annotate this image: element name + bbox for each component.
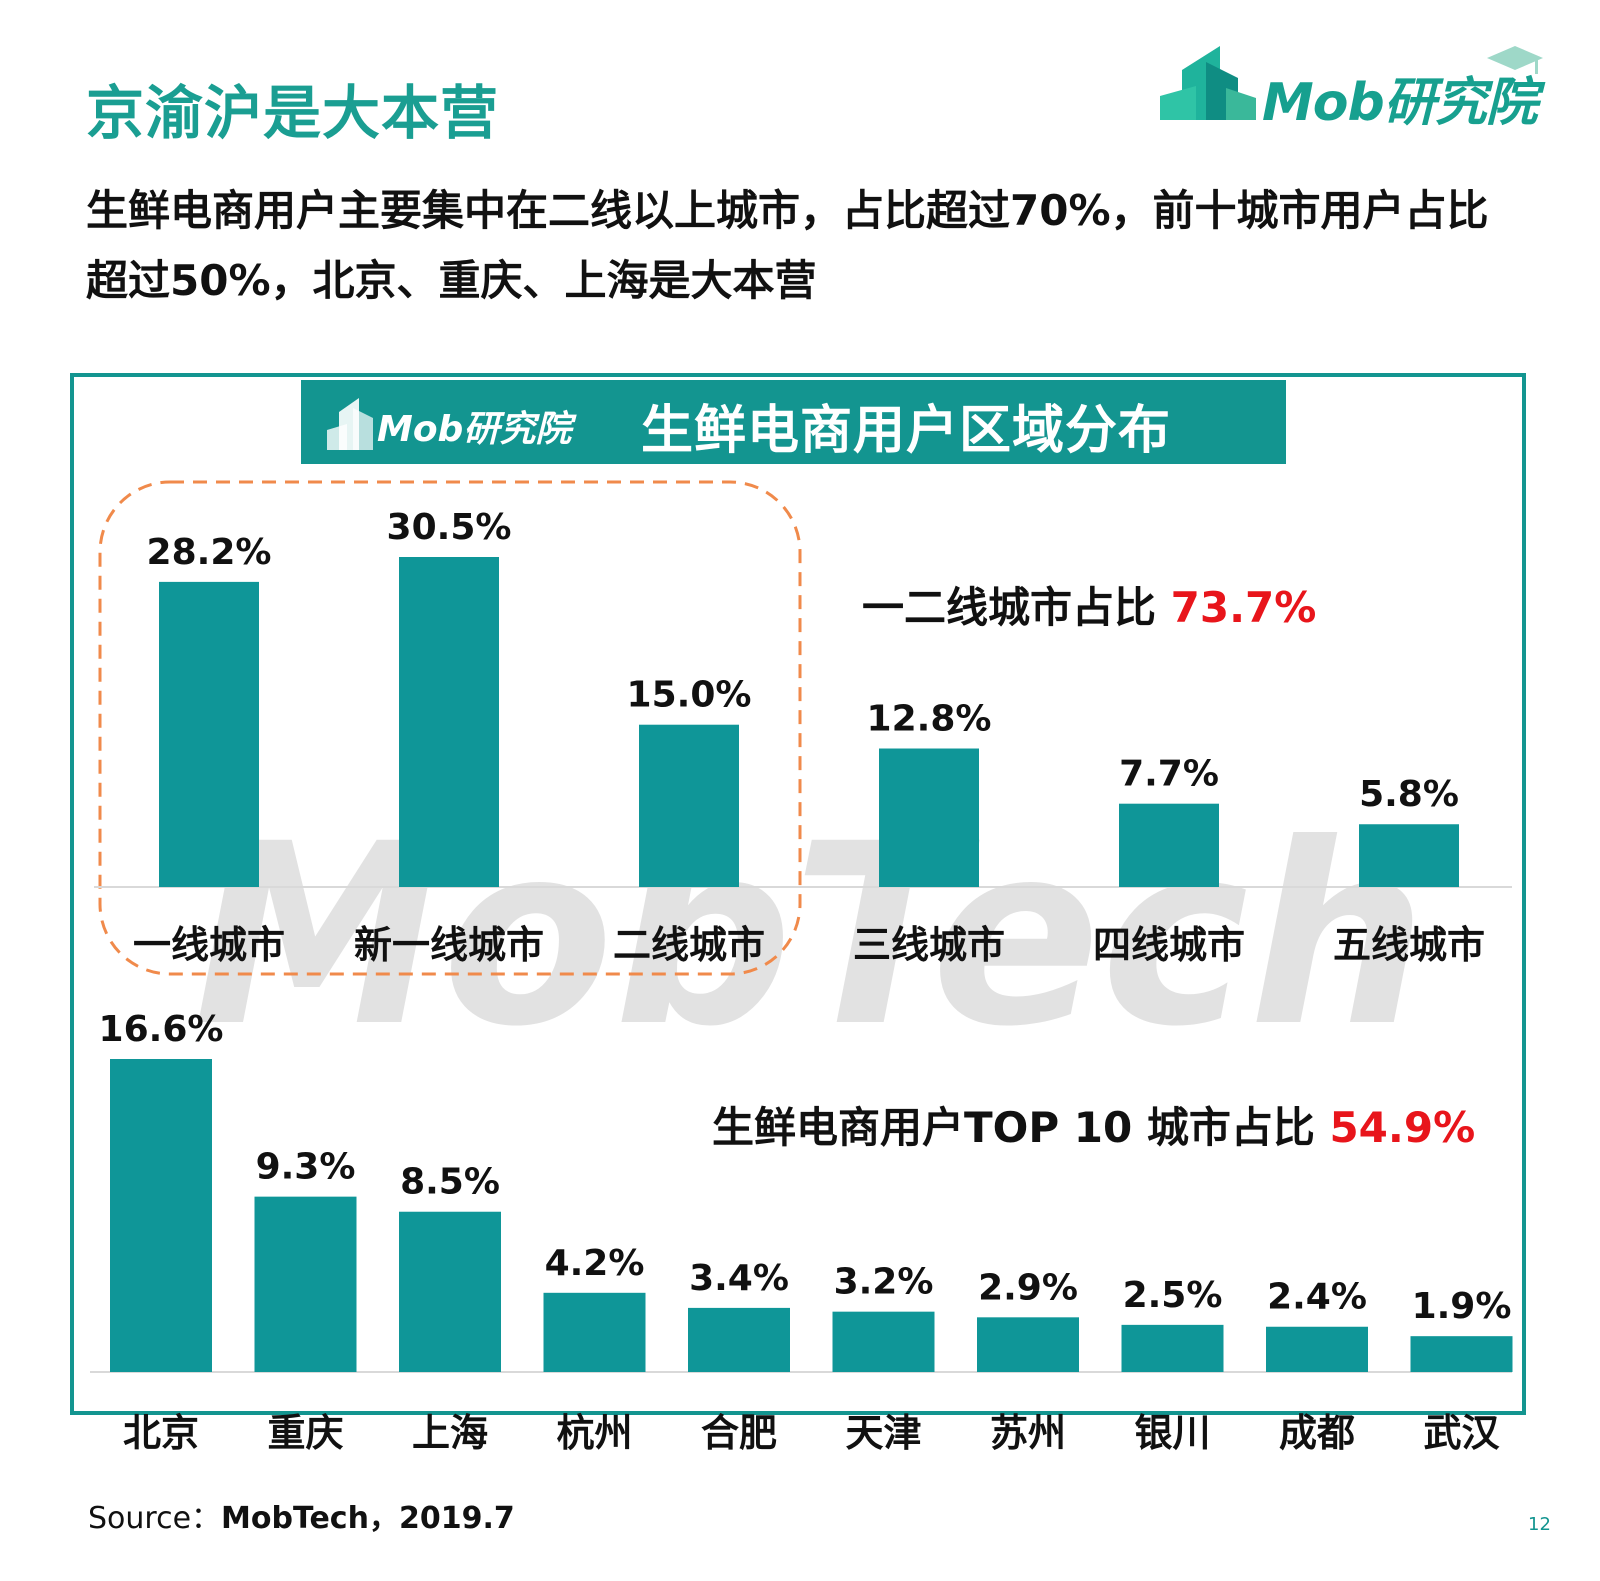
bar (399, 557, 499, 887)
bar-value-label: 2.4% (1267, 1277, 1367, 1318)
bar (254, 1196, 357, 1372)
bar-value-label: 8.5% (400, 1162, 500, 1203)
source-prefix: Source： (88, 1501, 222, 1536)
bar-value-label: 1.9% (1412, 1286, 1512, 1327)
bar-value-label: 4.2% (545, 1243, 645, 1284)
page-title: 京渝沪是大本营 (86, 79, 500, 147)
bar (688, 1307, 790, 1372)
category-label: 四线城市 (1093, 923, 1245, 967)
bar-value-label: 7.7% (1119, 754, 1219, 795)
category-label: 武汉 (1423, 1411, 1500, 1455)
subtitle: 生鲜电商用户主要集中在二线以上城市，占比超过70%，前十城市用户占比超过50%，… (86, 186, 1489, 305)
category-label: 成都 (1279, 1411, 1355, 1455)
bar (879, 748, 979, 887)
category-label: 上海 (412, 1411, 488, 1455)
tier-callout-label: 一二线城市占比 (862, 583, 1157, 632)
bar-value-label: 3.4% (689, 1258, 789, 1299)
mob-building-icon (1160, 46, 1256, 120)
bar-value-label: 2.9% (978, 1267, 1078, 1308)
category-label: 杭州 (556, 1411, 632, 1455)
category-label: 五线城市 (1333, 923, 1485, 967)
bar-value-label: 2.5% (1123, 1275, 1223, 1316)
bar-value-label: 5.8% (1359, 774, 1459, 815)
bar (1359, 824, 1459, 887)
category-label: 苏州 (990, 1411, 1066, 1455)
top10-callout-value: 54.9% (1329, 1103, 1476, 1152)
bar (977, 1317, 1079, 1372)
top10-callout: 生鲜电商用户TOP 10 城市占比 54.9% (712, 1094, 1475, 1155)
watermark: MobTech (193, 790, 1427, 1081)
city-bar-chart: 16.6% 北京 9.3% 重庆 8.5% 上海 4.2% 杭州 3.4% 合肥 3.2% 天津 2.9… (99, 1009, 1513, 1455)
category-label: 重庆 (267, 1411, 343, 1455)
tier-bar-chart: 28.2% 一线城市 30.5% 新一线城市 15.0% 二线城市 12.8% 三线城市 7.7… (133, 507, 1485, 967)
bar (399, 1211, 501, 1372)
mob-building-icon (327, 398, 373, 450)
category-label: 银川 (1134, 1411, 1210, 1455)
bar (832, 1311, 935, 1372)
bar (110, 1059, 212, 1372)
bar (543, 1292, 646, 1372)
bar-value-label: 12.8% (867, 699, 992, 740)
chart-title: 生鲜电商用户区域分布 (641, 401, 1172, 461)
bar-value-label: 15.0% (627, 675, 752, 716)
category-label: 天津 (845, 1411, 921, 1455)
tier-callout-value: 73.7% (1170, 583, 1317, 632)
category-label: 合肥 (701, 1411, 777, 1455)
bar-value-label: 28.2% (147, 532, 272, 573)
category-label: 北京 (123, 1411, 199, 1455)
chart-banner: Mob研究院 生鲜电商用户区域分布 (301, 380, 1286, 464)
source-text: MobTech，2019.7 (221, 1501, 515, 1536)
bar-value-label: 9.3% (256, 1147, 356, 1188)
chart-frame (70, 373, 1526, 1415)
source-note: Source：MobTech，2019.7 (88, 1493, 515, 1537)
graduation-cap-icon (1487, 46, 1543, 74)
logo-text: Mob研究院 (1262, 73, 1538, 133)
mob-logo: Mob研究院 (1160, 42, 1560, 133)
bar-value-label: 16.6% (99, 1009, 224, 1050)
tier-callout: 一二线城市占比 73.7% (862, 574, 1316, 635)
bar-value-label: 3.2% (834, 1262, 934, 1303)
category-label: 一线城市 (133, 923, 285, 967)
bar (159, 581, 259, 887)
page-number: 12 (1528, 1514, 1551, 1535)
bar (1410, 1336, 1513, 1372)
category-label: 三线城市 (853, 923, 1005, 967)
category-label: 二线城市 (613, 923, 765, 967)
bar (1121, 1324, 1224, 1372)
category-label: 新一线城市 (354, 923, 544, 967)
highlight-group-box (98, 480, 802, 976)
top10-callout-label: 生鲜电商用户TOP 10 城市占比 (712, 1103, 1315, 1152)
bar (1266, 1326, 1368, 1372)
banner-logo-text: Mob研究院 (377, 409, 572, 450)
bar (1119, 803, 1219, 887)
bar (639, 724, 739, 887)
bar-value-label: 30.5% (387, 507, 512, 548)
